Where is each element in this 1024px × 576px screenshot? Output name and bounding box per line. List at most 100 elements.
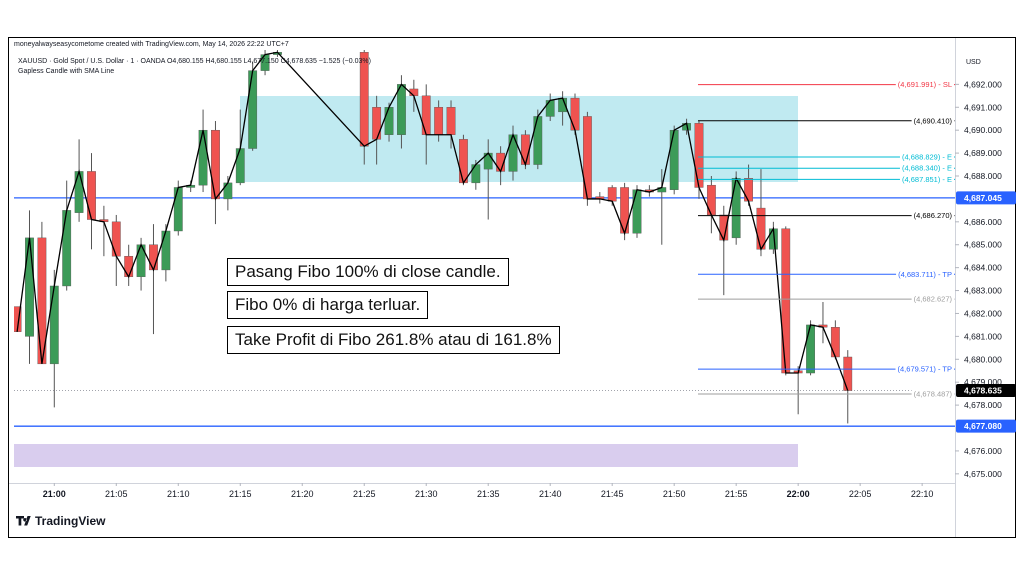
label-background bbox=[911, 294, 955, 304]
candle-body bbox=[830, 327, 840, 358]
y-tick-label: 4,681.000 bbox=[964, 331, 1002, 341]
candle-body bbox=[149, 244, 158, 271]
candle-body bbox=[173, 187, 183, 232]
zone-rectangle bbox=[240, 96, 798, 182]
candle-body bbox=[397, 84, 406, 135]
price-badge-label: 4,677.080 bbox=[964, 421, 1002, 431]
candle-body bbox=[124, 255, 134, 278]
y-tick-label: 4,683.000 bbox=[964, 286, 1002, 296]
label-background bbox=[896, 269, 954, 279]
annotation: Pasang Fibo 100% di close candle. bbox=[227, 258, 509, 286]
candle-body bbox=[781, 228, 791, 374]
y-tick-label: 4,688.000 bbox=[964, 171, 1002, 181]
y-tick-label: 4,690.000 bbox=[964, 125, 1002, 135]
y-tick-label: 4,684.000 bbox=[964, 263, 1002, 273]
annotation: Fibo 0% di harga terluar. bbox=[227, 291, 429, 319]
candle-body bbox=[756, 207, 766, 250]
x-tick-label: 21:35 bbox=[477, 489, 500, 499]
price-badge bbox=[956, 419, 1016, 433]
price-badge bbox=[956, 384, 1016, 398]
candle-body bbox=[111, 221, 121, 257]
x-tick-label: 21:00 bbox=[43, 489, 66, 499]
plot-area: (4,691.991) - SL (4,690.410) (4,688.829) -… bbox=[14, 50, 955, 427]
credit: moneyalwayseasycometome created with Tra… bbox=[14, 41, 289, 48]
label-background bbox=[899, 174, 954, 184]
candle-body bbox=[49, 285, 59, 365]
x-tick-label: 21:55 bbox=[725, 489, 748, 499]
y-tick-label: 4,689.000 bbox=[964, 148, 1002, 158]
label-background bbox=[895, 364, 954, 374]
fib-level-label: (4,690.410) bbox=[914, 116, 953, 125]
fib-level-label: (4,691.991) - SL bbox=[898, 80, 952, 89]
candle-body bbox=[545, 100, 555, 117]
candle-body bbox=[570, 97, 580, 131]
candle-body bbox=[372, 107, 382, 140]
brand-logo bbox=[15, 516, 31, 526]
y-tick-label: 4,676.000 bbox=[964, 446, 1002, 456]
candle-body bbox=[669, 129, 679, 190]
fib-level-label: (4,683.711) - TP bbox=[898, 270, 952, 279]
candle-body bbox=[74, 171, 84, 213]
candle-body bbox=[211, 129, 220, 200]
candle-body bbox=[87, 171, 96, 220]
candle-body bbox=[223, 182, 233, 200]
x-tick-label: 22:05 bbox=[849, 489, 872, 499]
candle-body bbox=[843, 356, 853, 391]
y-tick-label: 4,682.000 bbox=[964, 308, 1002, 318]
candle-body bbox=[161, 230, 171, 271]
y-tick-label: 4,679.000 bbox=[964, 377, 1002, 387]
x-tick-label: 21:30 bbox=[415, 489, 438, 499]
candle-body bbox=[521, 134, 530, 165]
candle-body bbox=[471, 164, 481, 184]
candle-body bbox=[607, 187, 617, 202]
fib-level-label: (4,686.270) bbox=[914, 211, 953, 220]
label-background bbox=[899, 163, 954, 173]
candle-body bbox=[806, 324, 815, 374]
price-badge-label: 4,678.635 bbox=[964, 386, 1002, 396]
fib-level-label: (4,687.851) - E bbox=[902, 175, 952, 184]
fib-level-label: (4,678.487) bbox=[914, 389, 953, 398]
brand-name: TradingView bbox=[35, 514, 106, 528]
price-badge-label: 4,687.045 bbox=[964, 193, 1002, 203]
candle-body bbox=[384, 107, 394, 135]
fib-level-label: (4,688.829) - E bbox=[902, 153, 952, 162]
label-background bbox=[911, 211, 955, 221]
x-tick-label: 21:10 bbox=[167, 489, 190, 499]
label-background bbox=[899, 152, 954, 162]
x-tick-label: 21:05 bbox=[105, 489, 128, 499]
price-badge bbox=[956, 191, 1016, 205]
x-tick-label: 21:25 bbox=[353, 489, 376, 499]
candle-body bbox=[533, 116, 543, 165]
candle-body bbox=[25, 237, 34, 337]
candle-body bbox=[235, 148, 245, 184]
currency: USD bbox=[966, 59, 981, 66]
x-tick-label: 21:45 bbox=[601, 489, 624, 499]
label-background bbox=[911, 389, 955, 399]
x-tick-label: 21:20 bbox=[291, 489, 314, 499]
candle-body bbox=[694, 123, 704, 188]
zone-rectangle bbox=[14, 444, 798, 467]
candle-body bbox=[421, 95, 431, 135]
x-tick-label: 21:50 bbox=[663, 489, 686, 499]
fib-level-label: (4,682.627) bbox=[914, 295, 953, 304]
x-tick-label: 22:00 bbox=[787, 489, 810, 499]
y-tick-label: 4,678.000 bbox=[964, 400, 1002, 410]
fib-level-label: (4,679.571) - TP bbox=[898, 365, 952, 374]
candle-body bbox=[583, 116, 592, 200]
candle-body bbox=[744, 178, 753, 202]
candle-body bbox=[434, 107, 444, 135]
x-tick-label: 22:10 bbox=[911, 489, 934, 499]
label-background bbox=[895, 80, 954, 90]
sma-line bbox=[16, 51, 849, 391]
x-tick-label: 21:40 bbox=[539, 489, 562, 499]
y-tick-label: 4,675.000 bbox=[964, 469, 1002, 479]
candle-body bbox=[446, 107, 456, 135]
candle-body bbox=[359, 52, 369, 147]
y-tick-label: 4,691.000 bbox=[964, 102, 1002, 112]
candle-body bbox=[248, 70, 258, 149]
label-background bbox=[911, 116, 955, 126]
fib-level-label: (4,688.340) - E bbox=[902, 164, 952, 173]
x-tick-label: 21:15 bbox=[229, 489, 252, 499]
